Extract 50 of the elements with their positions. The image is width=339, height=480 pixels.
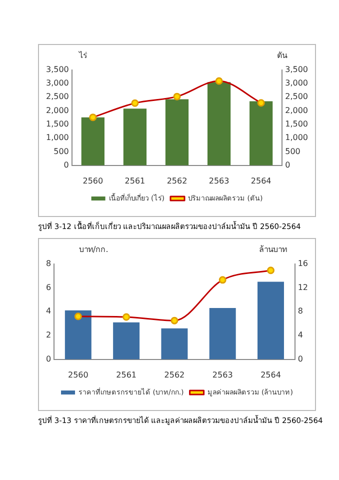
x-tick-label: 2561 xyxy=(116,370,136,380)
x-tick-label: 2563 xyxy=(208,176,230,186)
y2-tick-label: 2,500 xyxy=(285,92,308,102)
bar xyxy=(64,310,92,360)
bar xyxy=(258,282,284,360)
y-tick-label: 8 xyxy=(46,258,52,268)
y2-tick-label: 12 xyxy=(298,282,308,292)
y2-tick-label: 16 xyxy=(298,258,308,268)
y-tick-label: 1,500 xyxy=(46,120,69,129)
y-tick-label: 2 xyxy=(46,330,52,340)
y-tick-label: 500 xyxy=(54,146,69,156)
y-tick-label: 0 xyxy=(64,160,69,170)
bar xyxy=(165,99,189,166)
y2-tick-label: 0 xyxy=(285,160,290,170)
bar xyxy=(81,117,104,166)
x-tick-label: 2560 xyxy=(68,370,88,380)
bar xyxy=(113,322,140,360)
x-tick-label: 2564 xyxy=(250,176,272,186)
x-tick-label: 2562 xyxy=(166,176,188,186)
y-axis-title: บาท/กก. xyxy=(79,244,108,256)
y2-axis-title: ล้านบาท xyxy=(259,244,287,256)
y-tick-label: 1,000 xyxy=(46,133,69,142)
bar xyxy=(161,328,188,360)
y2-axis-title: ตัน xyxy=(277,50,287,62)
y-tick-label: 3,000 xyxy=(46,78,69,88)
y2-tick-label: 8 xyxy=(298,306,303,316)
bar xyxy=(123,108,147,166)
y2-tick-label: 3,500 xyxy=(285,64,308,74)
bar xyxy=(250,101,273,166)
x-tick-label: 2560 xyxy=(82,176,104,186)
x-tick-label: 2563 xyxy=(212,370,233,380)
y2-tick-label: 1,000 xyxy=(285,133,308,142)
y-tick-label: 4 xyxy=(46,306,52,316)
y-tick-label: 0 xyxy=(46,354,52,364)
y-tick-label: 2,500 xyxy=(46,92,69,102)
y2-tick-label: 2,000 xyxy=(285,106,308,115)
y2-tick-label: 500 xyxy=(285,146,300,156)
y-tick-label: 6 xyxy=(46,282,52,292)
y2-tick-label: 0 xyxy=(298,354,303,364)
y2-tick-label: 1,500 xyxy=(285,120,308,129)
y2-tick-label: 3,000 xyxy=(285,78,308,88)
x-tick-label: 2564 xyxy=(260,370,281,380)
x-tick-label: 2562 xyxy=(164,370,185,380)
y-tick-label: 2,000 xyxy=(46,106,69,115)
y-tick-label: 3,500 xyxy=(46,64,69,74)
x-tick-label: 2561 xyxy=(124,176,146,186)
bar xyxy=(207,82,231,166)
y2-tick-label: 4 xyxy=(298,330,303,340)
bar xyxy=(209,308,236,360)
y-axis-title: ไร่ xyxy=(79,50,87,62)
